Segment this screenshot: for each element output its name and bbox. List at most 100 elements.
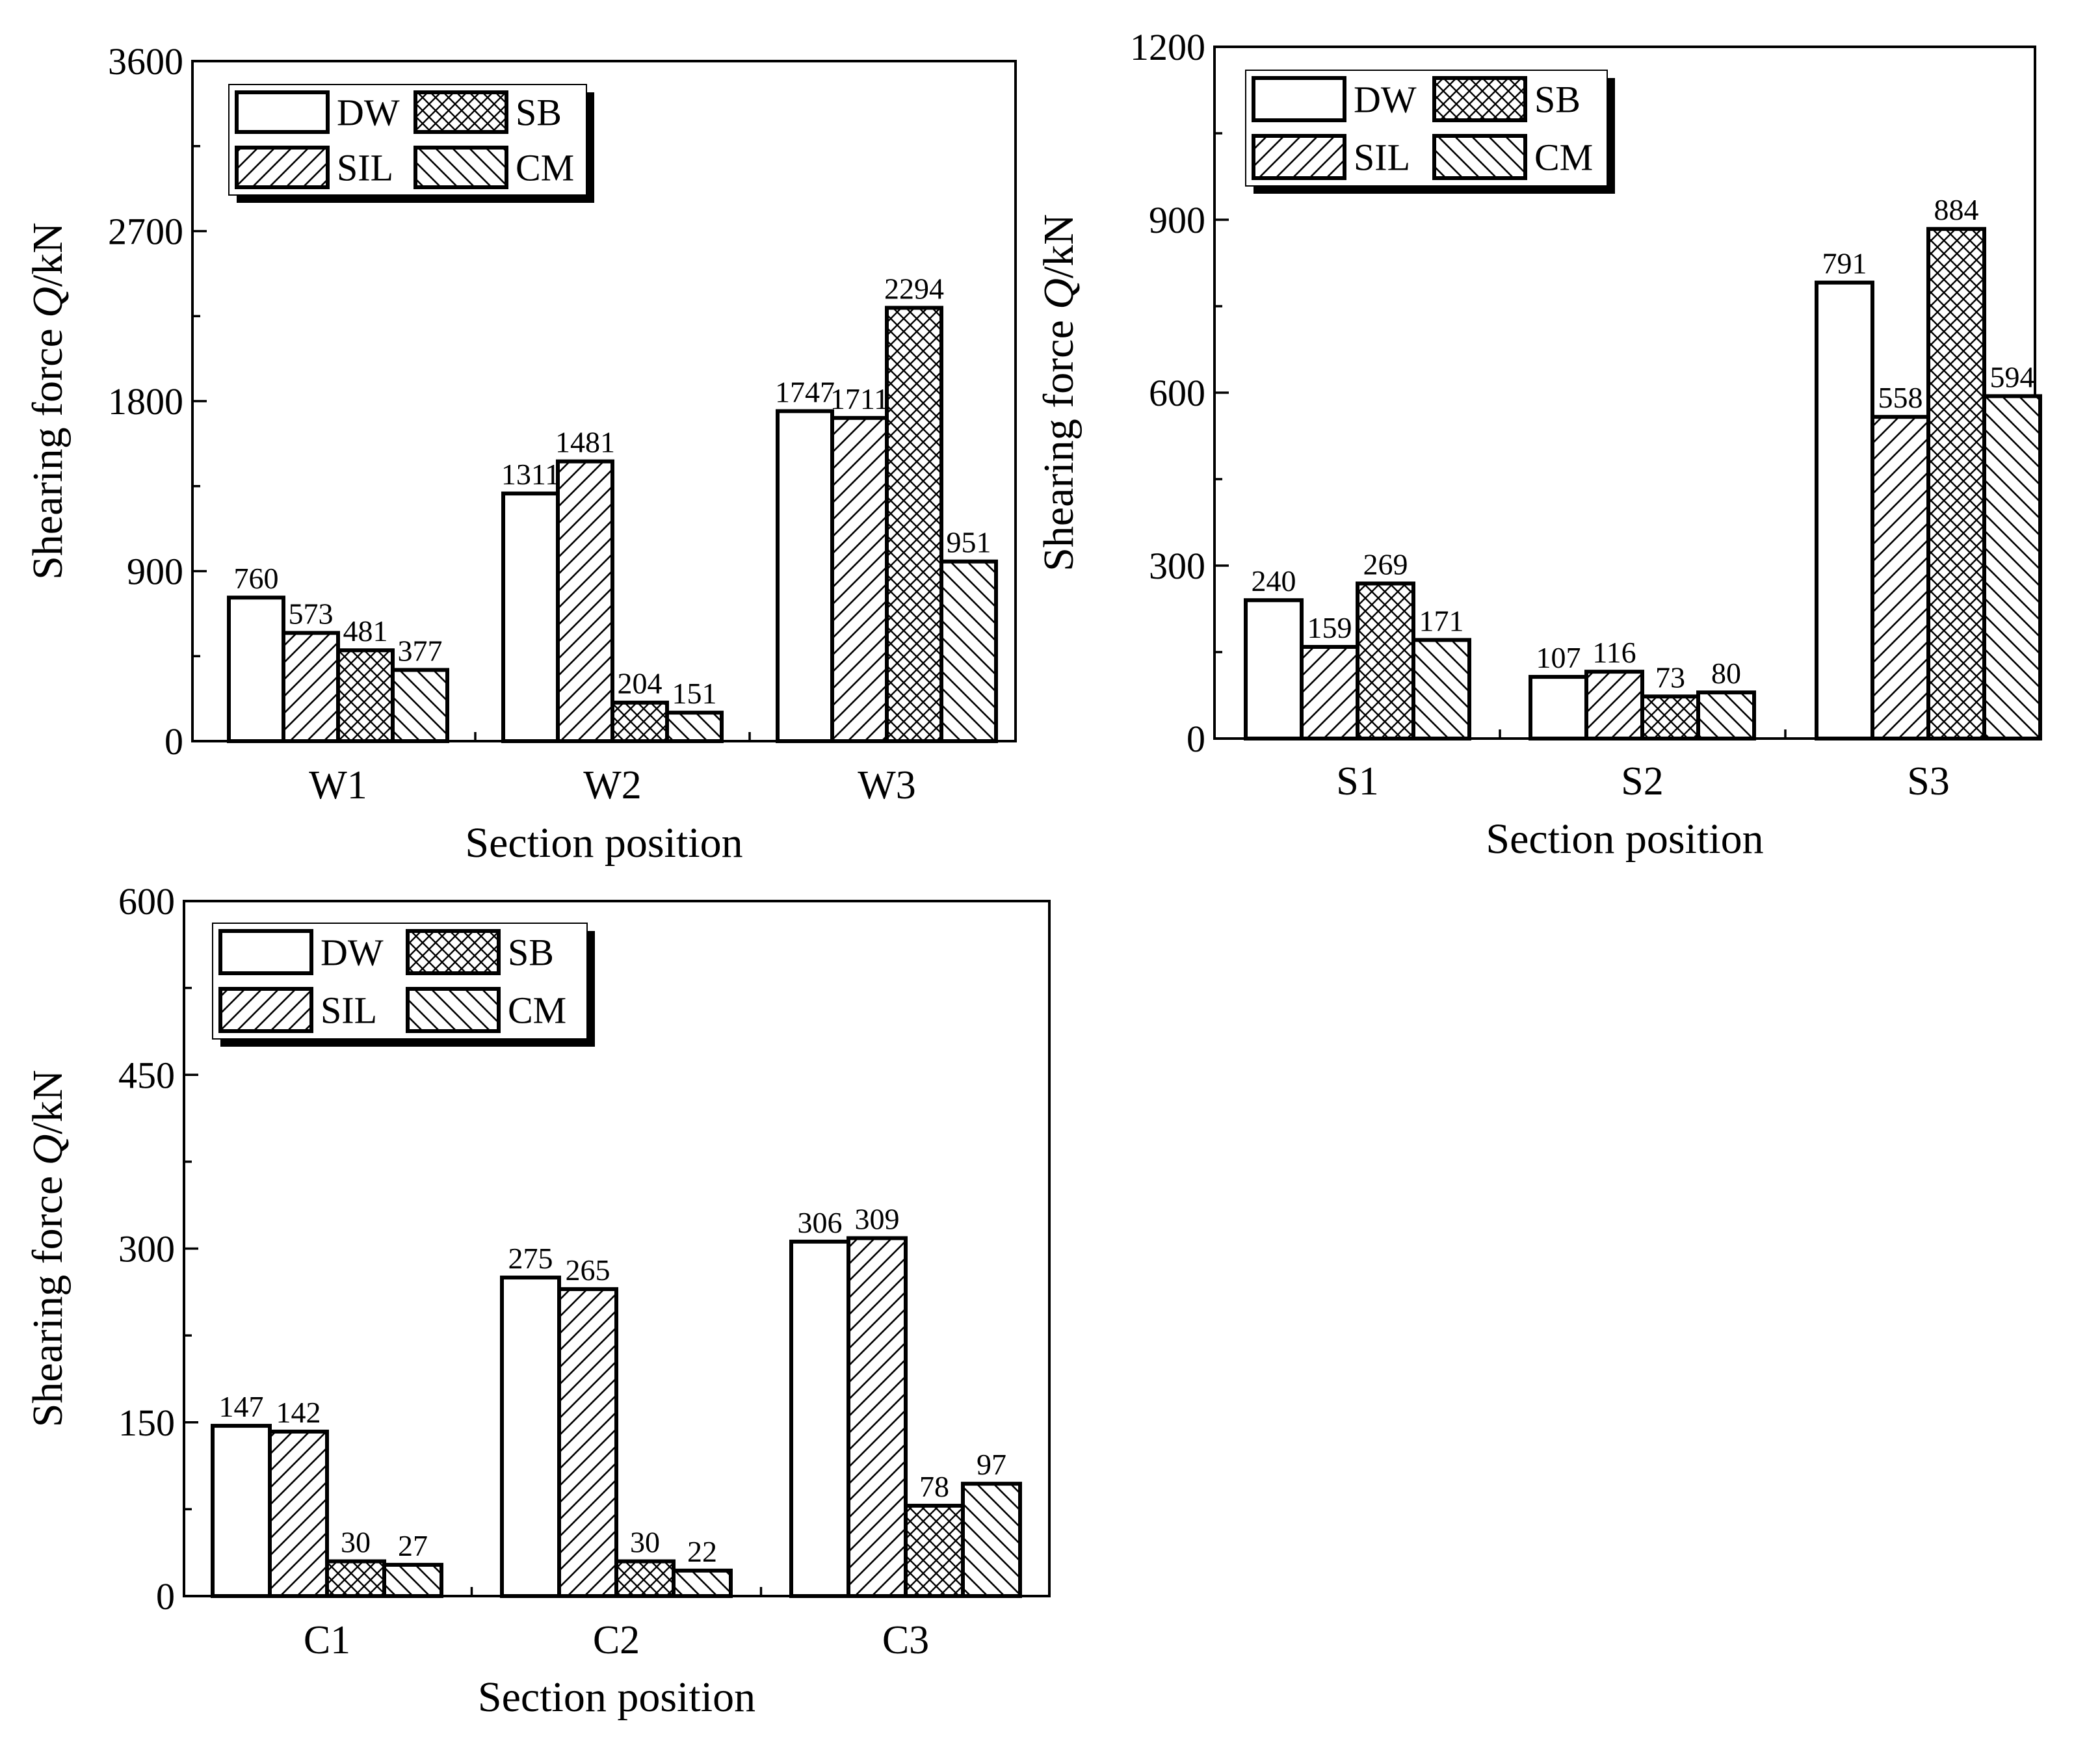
bar-cm-s3 [1982, 394, 2042, 740]
data-label: 107 [1536, 641, 1581, 674]
data-label: 791 [1822, 247, 1867, 280]
data-label: 147 [219, 1390, 264, 1423]
bar-sil-s1 [1300, 645, 1359, 741]
y-tick-label: 450 [118, 1054, 175, 1096]
x-tick-label: S1 [1336, 759, 1378, 804]
bar-dw-w1 [227, 596, 285, 744]
legend-swatch-sb [1432, 76, 1527, 122]
legend-label-sb: SB [508, 932, 554, 974]
x-tick-label: C2 [593, 1618, 640, 1662]
bar-sb-s2 [1640, 694, 1700, 740]
data-label: 884 [1934, 193, 1979, 226]
legend-label-dw: DW [321, 932, 384, 974]
y-tick-label: 300 [118, 1228, 175, 1270]
bar-sil-w1 [282, 631, 340, 743]
data-label: 481 [343, 614, 388, 648]
y-tick-label: 300 [1149, 545, 1205, 587]
bar-dw-s1 [1244, 598, 1304, 741]
y-tick-label: 150 [118, 1402, 175, 1444]
y-tick-label: 3600 [108, 40, 183, 83]
legend: DW SB SIL CM [212, 923, 595, 1047]
legend-label-cm: CM [1534, 137, 1593, 179]
bar-cm-w3 [939, 559, 998, 743]
legend-swatch-sil [1252, 134, 1346, 180]
bar-dw-s3 [1815, 280, 1874, 740]
legend-swatch-cm [1432, 134, 1527, 180]
data-label: 1481 [555, 426, 615, 459]
bar-sb-w3 [885, 306, 943, 743]
bar-sb-s1 [1356, 581, 1415, 741]
legend-label-dw: DW [1354, 79, 1417, 121]
bar-dw-w3 [776, 409, 834, 743]
x-axis-title: Section position [478, 1673, 755, 1721]
legend-label-cm: CM [516, 147, 574, 189]
data-label: 309 [855, 1202, 900, 1235]
data-label: 275 [508, 1242, 553, 1275]
panel-shear-w: 0 900 1800 2700 3600 Shearing force Q/kN 760 57… [24, 40, 1017, 867]
y-tick-label: 0 [164, 720, 183, 763]
legend-swatch-sb [406, 929, 501, 975]
legend-label-sil: SIL [337, 147, 393, 189]
y-tick-label: 2700 [108, 211, 183, 253]
bar-sil-c3 [847, 1236, 908, 1598]
data-label: 1711 [830, 382, 889, 415]
data-label: 80 [1711, 657, 1741, 690]
data-label: 594 [1990, 360, 2035, 393]
legend: DW SB SIL CM [228, 84, 594, 203]
legend-swatch-sil [235, 146, 330, 189]
bar-dw-c1 [211, 1424, 272, 1598]
data-label: 2294 [884, 272, 944, 305]
data-label: 760 [234, 562, 279, 595]
data-label: 27 [398, 1529, 428, 1562]
legend-label-sil: SIL [1354, 137, 1410, 179]
legend-swatch-dw [235, 90, 330, 134]
bar-sb-c3 [904, 1504, 965, 1599]
y-axis-title: Shearing force Q/kN [1035, 214, 1083, 571]
legend-label-dw: DW [337, 92, 400, 134]
x-tick-label: S2 [1621, 759, 1663, 804]
legend-swatch-cm [413, 146, 508, 189]
legend-swatch-dw [218, 929, 313, 975]
y-tick-label: 600 [118, 880, 175, 923]
y-tick-label: 0 [1187, 718, 1205, 760]
x-tick-label: W2 [583, 763, 642, 807]
data-label: 265 [566, 1253, 610, 1287]
data-label: 1311 [501, 458, 560, 491]
data-label: 573 [289, 597, 334, 631]
bar-sb-w1 [336, 648, 395, 744]
legend: DW SB SIL CM [1245, 70, 1615, 194]
bar-sb-w2 [610, 700, 669, 744]
data-label: 951 [947, 526, 991, 559]
x-tick-label: C3 [882, 1618, 929, 1662]
legend-label-sil: SIL [321, 989, 377, 1032]
y-tick-label: 600 [1149, 372, 1205, 414]
data-label: 151 [672, 677, 717, 710]
bar-sil-c2 [557, 1287, 618, 1598]
data-label: 558 [1878, 381, 1923, 414]
bar-sil-w2 [556, 459, 614, 743]
data-label: 240 [1252, 564, 1296, 597]
bar-cm-c1 [382, 1562, 443, 1599]
bar-cm-c2 [672, 1568, 733, 1598]
legend-label-cm: CM [508, 989, 566, 1032]
y-tick-label: 900 [1149, 199, 1205, 241]
bar-cm-c3 [961, 1482, 1022, 1598]
x-tick-label: S3 [1907, 759, 1949, 804]
bar-cm-s2 [1696, 690, 1756, 740]
bar-sil-s2 [1584, 670, 1644, 740]
bar-dw-w2 [501, 491, 560, 743]
data-label: 171 [1419, 604, 1464, 637]
data-label: 116 [1592, 636, 1636, 669]
data-label: 30 [630, 1526, 660, 1559]
data-label: 30 [341, 1526, 371, 1559]
y-tick-label: 1200 [1130, 26, 1205, 68]
bar-sb-c2 [614, 1559, 676, 1599]
legend-label-sb: SB [1534, 79, 1581, 121]
bar-sil-w3 [830, 415, 889, 743]
bar-dw-c3 [789, 1239, 850, 1599]
x-tick-label: C1 [304, 1618, 350, 1662]
y-axis-title: Shearing force Q/kN [24, 222, 72, 580]
y-tick-label: 1800 [108, 380, 183, 423]
bar-dw-c2 [500, 1276, 561, 1598]
